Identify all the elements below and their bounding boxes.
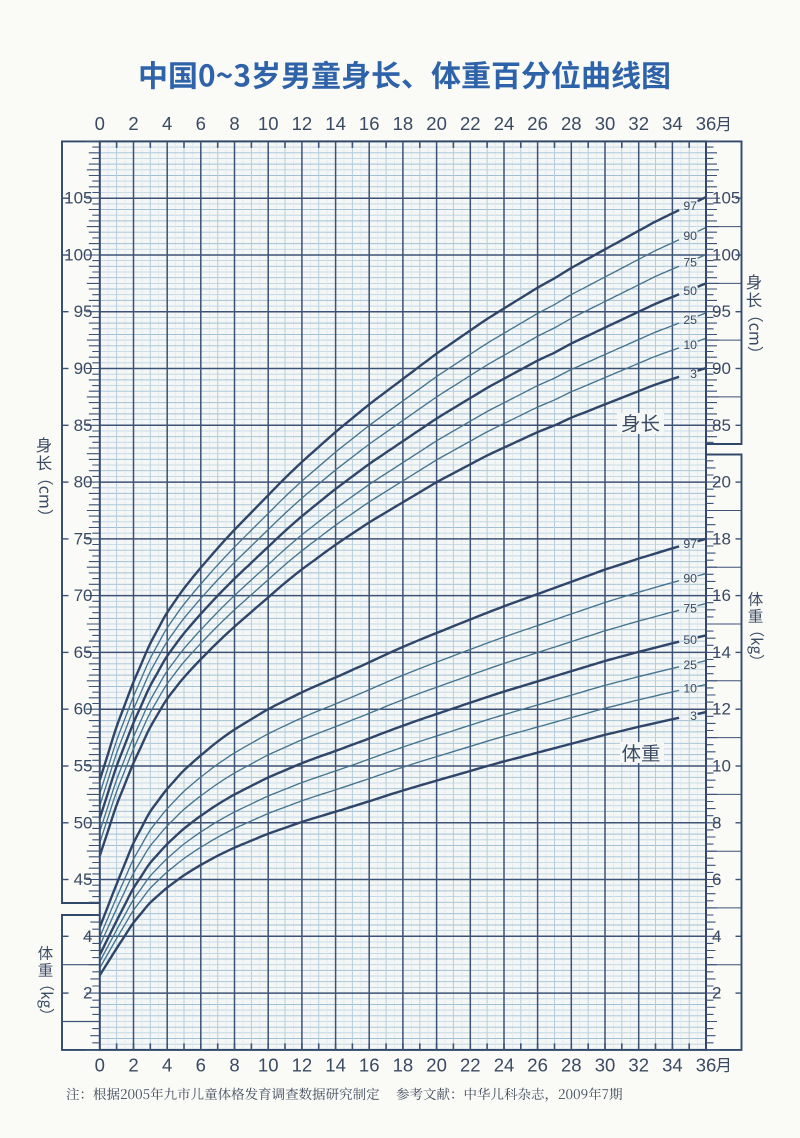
svg-text:0: 0: [95, 113, 105, 134]
svg-text:6: 6: [196, 113, 206, 134]
svg-text:10: 10: [258, 113, 279, 134]
svg-text:14: 14: [325, 1055, 346, 1076]
svg-text:26: 26: [527, 1055, 548, 1076]
svg-text:10: 10: [683, 682, 697, 696]
svg-text:90: 90: [683, 229, 697, 243]
svg-text:105: 105: [64, 189, 92, 208]
svg-text:4: 4: [712, 927, 721, 946]
svg-text:14: 14: [325, 113, 346, 134]
svg-text:16: 16: [359, 113, 380, 134]
svg-text:90: 90: [683, 572, 697, 586]
svg-text:45: 45: [74, 870, 93, 889]
svg-text:32: 32: [628, 1055, 649, 1076]
svg-text:50: 50: [74, 813, 93, 832]
svg-text:36: 36: [696, 113, 717, 134]
svg-text:20: 20: [712, 473, 731, 492]
svg-text:90: 90: [712, 359, 731, 378]
svg-text:10: 10: [683, 338, 697, 352]
svg-text:30: 30: [595, 113, 616, 134]
svg-text:8: 8: [229, 1055, 239, 1076]
svg-text:90: 90: [74, 359, 93, 378]
svg-text:50: 50: [683, 284, 697, 298]
svg-text:95: 95: [712, 302, 731, 321]
svg-text:34: 34: [662, 113, 683, 134]
svg-text:24: 24: [494, 113, 515, 134]
svg-text:14: 14: [712, 643, 731, 662]
svg-text:10: 10: [712, 757, 731, 776]
svg-text:8: 8: [712, 813, 721, 832]
svg-text:34: 34: [662, 1055, 683, 1076]
svg-text:6: 6: [712, 870, 721, 889]
svg-text:3: 3: [690, 709, 697, 723]
svg-text:26: 26: [527, 113, 548, 134]
svg-text:2: 2: [128, 1055, 138, 1076]
svg-text:16: 16: [712, 586, 731, 605]
svg-text:0: 0: [95, 1055, 105, 1076]
svg-text:50: 50: [683, 633, 697, 647]
svg-text:18: 18: [393, 1055, 414, 1076]
svg-text:60: 60: [74, 700, 93, 719]
svg-text:2: 2: [83, 984, 92, 1003]
svg-text:24: 24: [494, 1055, 515, 1076]
svg-text:20: 20: [426, 113, 447, 134]
svg-text:2: 2: [128, 113, 138, 134]
svg-text:18: 18: [712, 529, 731, 548]
svg-text:85: 85: [74, 416, 93, 435]
svg-text:25: 25: [683, 658, 697, 672]
svg-text:4: 4: [162, 1055, 172, 1076]
svg-text:75: 75: [683, 256, 697, 270]
svg-text:20: 20: [426, 1055, 447, 1076]
svg-text:105: 105: [712, 189, 740, 208]
svg-text:97: 97: [683, 199, 697, 213]
svg-text:25: 25: [683, 313, 697, 327]
svg-text:55: 55: [74, 757, 93, 776]
svg-text:16: 16: [359, 1055, 380, 1076]
svg-text:75: 75: [683, 601, 697, 615]
svg-text:6: 6: [196, 1055, 206, 1076]
svg-text:22: 22: [460, 113, 481, 134]
svg-text:36: 36: [696, 1055, 717, 1076]
svg-text:65: 65: [74, 643, 93, 662]
svg-text:12: 12: [292, 113, 313, 134]
svg-text:100: 100: [64, 246, 92, 265]
svg-text:4: 4: [162, 113, 172, 134]
svg-text:4: 4: [83, 927, 92, 946]
svg-text:97: 97: [683, 537, 697, 551]
svg-text:22: 22: [460, 1055, 481, 1076]
svg-text:2: 2: [712, 984, 721, 1003]
svg-text:95: 95: [74, 302, 93, 321]
svg-text:75: 75: [74, 529, 93, 548]
svg-text:30: 30: [595, 1055, 616, 1076]
svg-text:85: 85: [712, 416, 731, 435]
svg-text:18: 18: [393, 113, 414, 134]
svg-text:28: 28: [561, 1055, 582, 1076]
svg-text:32: 32: [628, 113, 649, 134]
svg-text:3: 3: [690, 367, 697, 381]
svg-text:100: 100: [712, 246, 740, 265]
svg-text:8: 8: [229, 113, 239, 134]
svg-text:80: 80: [74, 473, 93, 492]
svg-text:28: 28: [561, 113, 582, 134]
svg-text:12: 12: [292, 1055, 313, 1076]
svg-text:12: 12: [712, 700, 731, 719]
svg-text:70: 70: [74, 586, 93, 605]
svg-text:10: 10: [258, 1055, 279, 1076]
